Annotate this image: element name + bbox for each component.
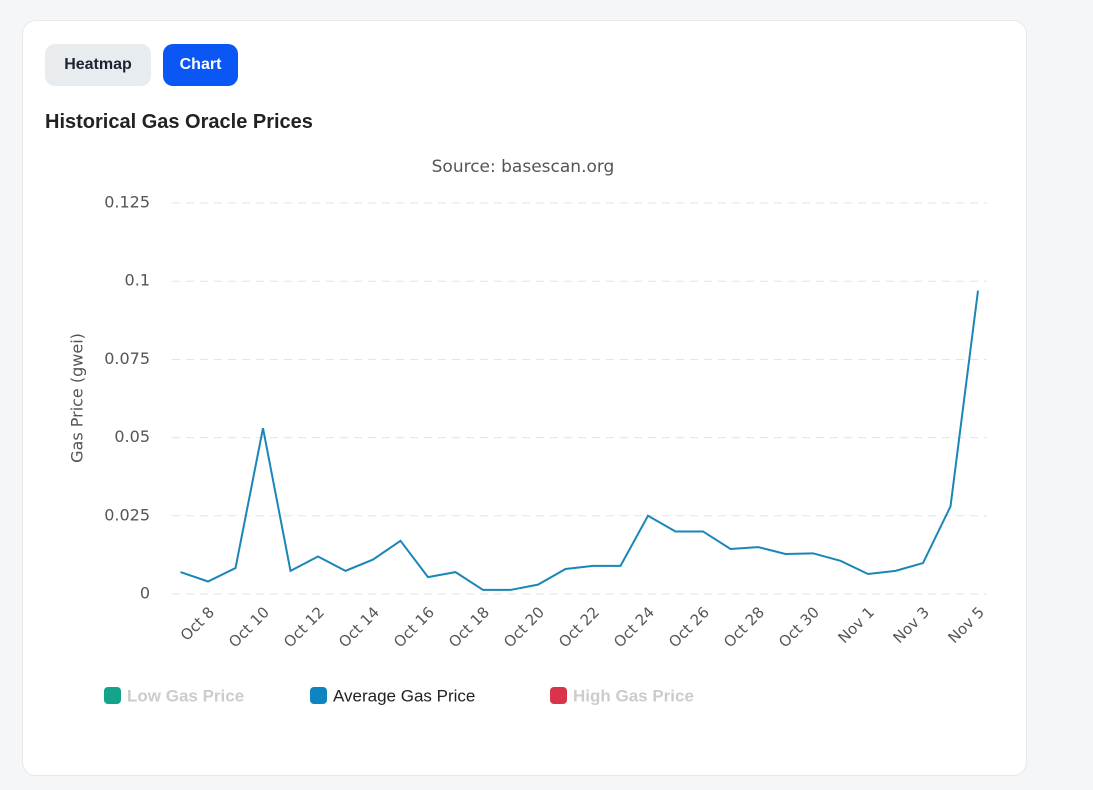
card xyxy=(22,20,1027,776)
x-tick-label: Oct 24 xyxy=(610,603,658,651)
legend-label[interactable]: Low Gas Price xyxy=(127,686,244,705)
legend-swatch[interactable] xyxy=(310,687,327,704)
y-axis-title: Gas Price (gwei) xyxy=(68,333,87,463)
x-tick-label: Oct 22 xyxy=(555,603,603,651)
x-tick-label: Oct 18 xyxy=(445,603,493,651)
x-tick-label: Oct 28 xyxy=(720,603,768,651)
x-tick-label: Oct 30 xyxy=(775,603,823,651)
series-line xyxy=(180,290,979,591)
heatmap-tab[interactable]: Heatmap xyxy=(45,44,151,86)
y-tick-label: 0.075 xyxy=(104,349,150,368)
y-tick-label: 0.1 xyxy=(125,271,150,290)
x-tick-label: Nov 3 xyxy=(889,603,933,647)
y-tick-label: 0 xyxy=(140,584,150,603)
x-tick-label: Oct 8 xyxy=(177,603,218,644)
y-tick-label: 0.125 xyxy=(104,193,150,212)
legend-swatch[interactable] xyxy=(550,687,567,704)
chart-title: Historical Gas Oracle Prices xyxy=(45,111,313,133)
y-tick-label: 0.025 xyxy=(104,505,150,524)
x-tick-label: Oct 16 xyxy=(390,603,438,651)
x-tick-label: Oct 14 xyxy=(335,603,383,651)
chart-subtitle: Source: basescan.org xyxy=(432,157,615,177)
legend-label[interactable]: Average Gas Price xyxy=(333,686,475,705)
legend-swatch[interactable] xyxy=(104,687,121,704)
chart-tab[interactable]: Chart xyxy=(163,44,238,86)
legend-label[interactable]: High Gas Price xyxy=(573,686,694,705)
x-tick-label: Oct 26 xyxy=(665,603,713,651)
y-tick-label: 0.05 xyxy=(114,427,150,446)
x-tick-label: Oct 10 xyxy=(225,603,273,651)
x-tick-label: Oct 12 xyxy=(280,603,328,651)
x-tick-label: Nov 5 xyxy=(944,603,988,647)
x-tick-label: Nov 1 xyxy=(834,603,878,647)
x-tick-label: Oct 20 xyxy=(500,603,548,651)
